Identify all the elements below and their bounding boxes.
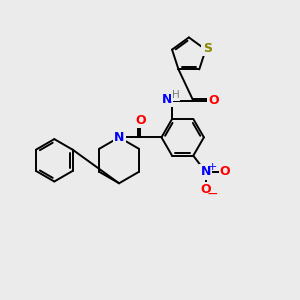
Text: N: N <box>114 131 124 144</box>
Text: N: N <box>162 93 172 106</box>
Text: S: S <box>202 42 211 55</box>
Text: O: O <box>200 183 211 196</box>
Text: O: O <box>208 94 219 107</box>
Text: O: O <box>135 114 146 127</box>
Text: −: − <box>206 187 218 201</box>
Text: +: + <box>207 162 217 172</box>
Text: O: O <box>220 165 230 178</box>
Text: N: N <box>200 165 211 178</box>
Text: H: H <box>172 90 179 100</box>
